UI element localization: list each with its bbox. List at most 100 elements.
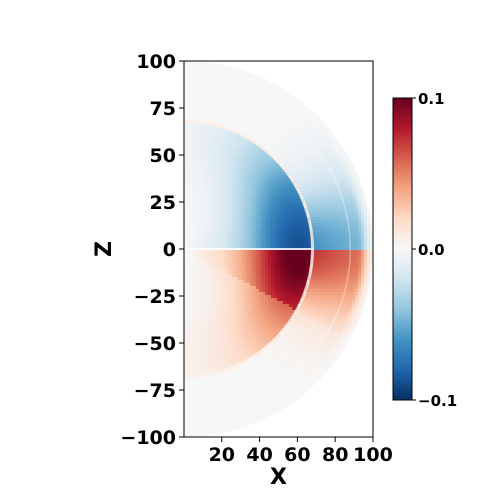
- heatmap-cell: [262, 85, 266, 89]
- heatmap-cell: [340, 295, 344, 299]
- heatmap-cell: [193, 70, 197, 74]
- heatmap-cell: [271, 220, 275, 224]
- heatmap-cell: [340, 238, 344, 242]
- heatmap-cell: [196, 307, 200, 311]
- heatmap-cell: [202, 109, 206, 113]
- heatmap-cell: [253, 319, 257, 323]
- heatmap-cell: [256, 76, 260, 80]
- heatmap-cell: [283, 289, 287, 293]
- heatmap-cell: [277, 184, 281, 188]
- heatmap-cell: [253, 244, 257, 248]
- heatmap-cell: [271, 160, 275, 164]
- heatmap-cell: [214, 256, 218, 260]
- heatmap-cell: [328, 319, 332, 323]
- heatmap-cell: [337, 325, 341, 329]
- heatmap-cell: [214, 250, 218, 254]
- heatmap-cell: [217, 298, 221, 302]
- heatmap-cell: [247, 286, 251, 290]
- heatmap-cell: [256, 319, 260, 323]
- heatmap-cell: [223, 307, 227, 311]
- heatmap-cell: [298, 331, 302, 335]
- heatmap-cell: [226, 178, 230, 182]
- heatmap-cell: [196, 229, 200, 233]
- heatmap-cell: [346, 160, 350, 164]
- heatmap-cell: [211, 241, 215, 245]
- heatmap-cell: [355, 313, 359, 317]
- heatmap-cell: [244, 157, 248, 161]
- heatmap-cell: [355, 286, 359, 290]
- heatmap-cell: [283, 238, 287, 242]
- heatmap-cell: [349, 190, 353, 194]
- heatmap-cell: [205, 169, 209, 173]
- heatmap-cell: [205, 130, 209, 134]
- heatmap-cell: [184, 181, 188, 185]
- heatmap-cell: [358, 250, 362, 254]
- heatmap-cell: [223, 106, 227, 110]
- heatmap-cell: [343, 235, 347, 239]
- heatmap-cell: [250, 313, 254, 317]
- heatmap-cell: [238, 235, 242, 239]
- heatmap-cell: [214, 244, 218, 248]
- heatmap-cell: [223, 331, 227, 335]
- heatmap-cell: [190, 307, 194, 311]
- heatmap-cell: [202, 94, 206, 98]
- heatmap-cell: [223, 250, 227, 254]
- heatmap-cell: [316, 271, 320, 275]
- heatmap-cell: [328, 256, 332, 260]
- heatmap-cell: [307, 142, 311, 146]
- heatmap-cell: [364, 295, 368, 299]
- heatmap-cell: [319, 271, 323, 275]
- heatmap-cell: [256, 97, 260, 101]
- heatmap-cell: [199, 196, 203, 200]
- heatmap-cell: [364, 244, 368, 248]
- heatmap-cell: [259, 256, 263, 260]
- heatmap-cell: [244, 208, 248, 212]
- heatmap-cell: [262, 166, 266, 170]
- heatmap-cell: [367, 232, 371, 236]
- heatmap-cell: [211, 280, 215, 284]
- heatmap-cell: [184, 97, 188, 101]
- heatmap-cell: [208, 199, 212, 203]
- heatmap-cell: [190, 115, 194, 119]
- heatmap-cell: [310, 325, 314, 329]
- heatmap-cell: [226, 64, 230, 68]
- heatmap-cell: [241, 301, 245, 305]
- heatmap-cell: [238, 73, 242, 77]
- heatmap-cell: [325, 127, 329, 131]
- heatmap-cell: [220, 148, 224, 152]
- heatmap-cell: [220, 190, 224, 194]
- heatmap-cell: [253, 262, 257, 266]
- heatmap-cell: [367, 241, 371, 245]
- heatmap-cell: [211, 79, 215, 83]
- heatmap-cell: [319, 121, 323, 125]
- heatmap-cell: [265, 298, 269, 302]
- heatmap-cell: [226, 97, 230, 101]
- heatmap-cell: [235, 328, 239, 332]
- heatmap-cell: [337, 271, 341, 275]
- heatmap-cell: [256, 187, 260, 191]
- heatmap-cell: [187, 109, 191, 113]
- heatmap-cell: [232, 262, 236, 266]
- heatmap-cell: [193, 136, 197, 140]
- heatmap-cell: [250, 250, 254, 254]
- heatmap-cell: [184, 241, 188, 245]
- heatmap-cell: [337, 196, 341, 200]
- heatmap-cell: [205, 319, 209, 323]
- heatmap-cell: [322, 142, 326, 146]
- heatmap-cell: [334, 205, 338, 209]
- heatmap-cell: [232, 259, 236, 263]
- heatmap-cell: [304, 319, 308, 323]
- heatmap-cell: [268, 253, 272, 257]
- heatmap-cell: [283, 115, 287, 119]
- heatmap-cell: [220, 265, 224, 269]
- heatmap-cell: [340, 304, 344, 308]
- heatmap-cell: [349, 322, 353, 326]
- heatmap-cell: [247, 325, 251, 329]
- heatmap-cell: [193, 202, 197, 206]
- heatmap-cell: [304, 322, 308, 326]
- heatmap-cell: [331, 178, 335, 182]
- heatmap-cell: [226, 151, 230, 155]
- heatmap-cell: [310, 124, 314, 128]
- heatmap-cell: [238, 295, 242, 299]
- heatmap-cell: [364, 211, 368, 215]
